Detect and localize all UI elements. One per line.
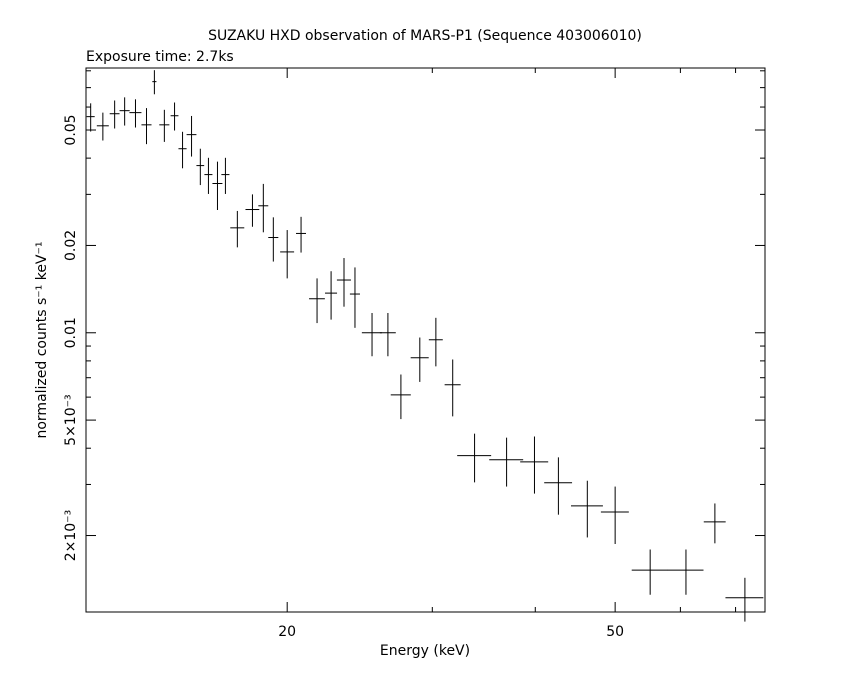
plot-frame	[85, 67, 766, 613]
chart-subtitle: Exposure time: 2.7ks	[86, 49, 234, 65]
y-axis-label: normalized counts s⁻¹ keV⁻¹	[34, 241, 50, 438]
x-tick-label: 50	[606, 624, 624, 640]
x-tick-label: 20	[278, 624, 296, 640]
x-axis-label: Energy (keV)	[380, 643, 470, 659]
y-tick-label: 2×10⁻³	[63, 510, 79, 561]
y-tick-label: 0.05	[63, 114, 79, 145]
y-tick-label: 0.02	[63, 230, 79, 261]
chart-title: SUZAKU HXD observation of MARS-P1 (Seque…	[208, 28, 642, 44]
y-tick-label: 5×10⁻³	[63, 394, 79, 445]
y-tick-label: 0.01	[63, 317, 79, 348]
